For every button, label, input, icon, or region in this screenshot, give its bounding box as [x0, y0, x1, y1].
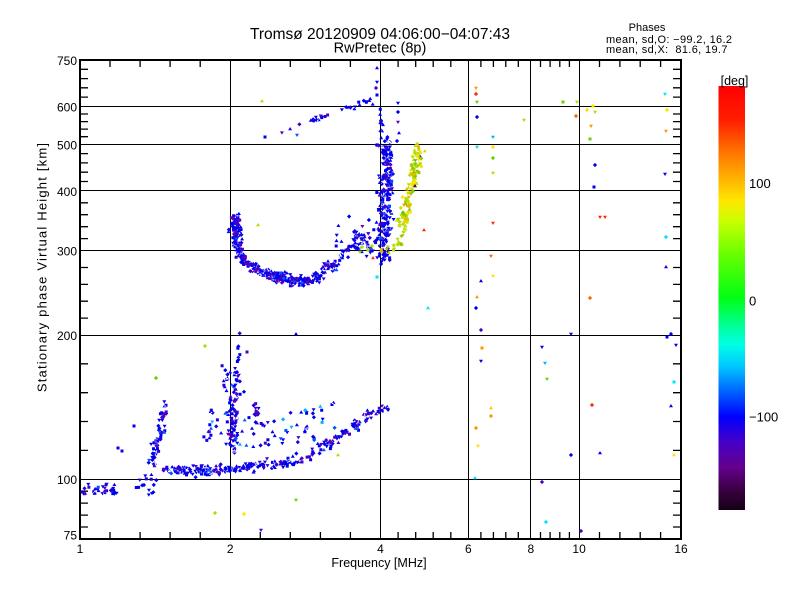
- svg-text:100: 100: [57, 473, 77, 487]
- svg-text:Tromsø 20120909 04:06:00−04:07: Tromsø 20120909 04:06:00−04:07:43: [250, 26, 510, 43]
- svg-text:Stationary phase Virtual Heigh: Stationary phase Virtual Height [km]: [35, 142, 50, 392]
- svg-text:0: 0: [749, 294, 756, 309]
- svg-text:[deg]: [deg]: [721, 74, 749, 88]
- svg-text:500: 500: [57, 138, 77, 152]
- svg-text:mean, sd,O: −99.2, 16.2: mean, sd,O: −99.2, 16.2: [606, 34, 732, 46]
- svg-text:8: 8: [527, 542, 534, 556]
- svg-text:6: 6: [465, 542, 472, 556]
- svg-text:Phases: Phases: [629, 22, 666, 34]
- svg-text:75: 75: [64, 529, 78, 543]
- svg-text:600: 600: [57, 100, 77, 114]
- svg-text:mean, sd,X: 81.6, 19.7: mean, sd,X: 81.6, 19.7: [606, 44, 728, 56]
- svg-text:750: 750: [57, 54, 77, 68]
- svg-text:RwPretec (8p): RwPretec (8p): [334, 41, 427, 57]
- svg-text:300: 300: [57, 245, 77, 259]
- svg-text:200: 200: [57, 329, 77, 343]
- svg-text:−100: −100: [749, 410, 778, 425]
- svg-text:2: 2: [227, 542, 234, 556]
- svg-text:4: 4: [377, 542, 384, 556]
- svg-text:Frequency [MHz]: Frequency [MHz]: [331, 556, 426, 570]
- svg-text:400: 400: [57, 185, 77, 199]
- svg-text:100: 100: [749, 176, 771, 191]
- svg-text:1: 1: [77, 542, 84, 556]
- svg-text:16: 16: [674, 542, 688, 556]
- svg-text:10: 10: [572, 542, 586, 556]
